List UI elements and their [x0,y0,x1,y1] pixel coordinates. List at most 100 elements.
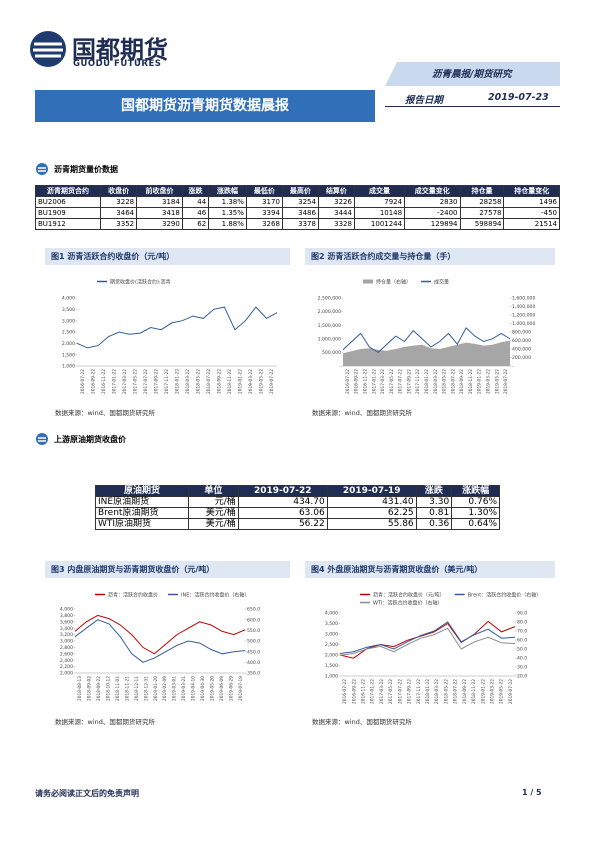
x-tick-label: 2019-01-22 [477,369,483,394]
cell: 3170 [245,196,283,208]
tick-label: 200,000 [512,355,531,361]
tick-label: 1,000,000 [512,321,535,327]
tick-label: 1,500 [62,352,75,358]
x-tick-label: 2018-11-01 [115,676,121,701]
cell: 3394 [245,207,283,219]
tick-label: 50.0 [517,647,527,653]
cell: 63.06 [237,507,328,519]
section-icon [36,433,48,445]
x-tick-label: 2017-01-22 [111,369,117,394]
header-cell: 2019-07-19 [326,485,417,497]
cell: BU1909 [34,207,102,219]
line [342,327,511,354]
source: 数据来源：wind、国都期货研究所 [312,409,412,417]
x-tick-label: 2019-02-09 [162,676,168,701]
cell: 0.36 [415,518,453,530]
cell: WTI原油期货 [95,518,189,530]
tick-label: 1,000 [62,364,75,370]
category: 沥青晨报/期货研究 [432,69,512,80]
cell: 3464 [100,207,138,219]
tick-label: 400.0 [247,660,260,666]
cell: 3290 [136,218,183,230]
tick-label: 450.0 [247,649,260,655]
x-tick-label: 2018-11-22 [471,679,477,704]
tick-label: 3,000 [62,318,75,324]
line [74,614,246,655]
x-tick-label: 2019-06-09 [219,676,225,701]
x-tick-label: 2017-05-22 [388,679,394,704]
tick-label: 2,000 [325,653,338,659]
row: BU1909 3464 3418 46 1.35% 3394 3486 3444 10148 -2… [34,207,560,219]
x-tick-label: 2017-07-22 [143,369,149,394]
cell: 1.88% [208,218,247,230]
ribbon [385,62,560,86]
tick-label: 650.0 [247,607,260,613]
x-tick-label: 2017-07-22 [398,369,404,394]
x-tick-label: 2018-05-22 [443,679,449,704]
header-row: 沥青期货合约 收盘价 前收盘价 涨跌 涨跌幅 最低价 最高价 结算价 成交量 成交量变化 持仓量 持仓… [34,185,560,197]
legend-label: 成交量 [434,279,449,286]
cell: 10148 [353,207,406,219]
tick-label: 3,400 [60,626,73,632]
header-cell: 涨跌幅 [451,485,500,497]
row: WTI原油期货 美元/桶 56.22 55.86 0.36 0.64% [95,518,500,530]
x-tick-label: 2018-12-31 [143,676,149,701]
x-tick-label: 2019-03-22 [486,369,492,394]
cell: 1.35% [208,207,247,219]
chart: - 500,000 1,000,000 1,500,000 2,000,000 2,500… [318,279,536,394]
x-tick-label: 2016-09-22 [354,369,360,394]
line [76,306,278,349]
tick-label: 1,400,000 [512,304,535,310]
x-tick-label: 2018-11-21 [124,676,130,701]
x-tick-label: 2018-01-22 [175,369,181,394]
header-cell: 前收盘价 [136,185,183,197]
x-tick-label: 2016-07-22 [80,369,86,394]
tick-label: 2,500 [325,642,338,648]
cell: Brent原油期货 [95,507,189,519]
cell: 1001244 [353,218,406,230]
cell: BU2006 [34,196,102,208]
cell: 1.30% [451,507,500,519]
legend-label: 期货收盘价(活跃合约):沥青 [110,279,171,286]
area [343,340,510,366]
cell: -2400 [404,207,461,219]
row: Brent原油期货 美元/桶 63.06 62.25 0.81 1.30% [95,507,500,519]
header-cell: 结算价 [317,185,355,197]
cell: 27578 [459,207,505,219]
cell: 元/桶 [188,496,239,508]
tick-label: 80.0 [517,620,527,626]
cell: -450 [503,207,560,219]
cell: 3228 [100,196,138,208]
row: INE原油期货 元/桶 434.70 431.40 3.30 0.76% [95,496,500,508]
legend-label: 沥青：活跃合约收盘价 [108,592,158,599]
cell: 3328 [317,218,355,230]
report-title: 国都期货沥青期货数据晨报 [35,90,375,122]
tick-label: 1,200,000 [512,313,535,319]
cell: 3.30 [415,496,453,508]
tick-label: 4,000 [62,296,75,302]
x-tick-label: 2017-09-22 [406,369,412,394]
tick-label: 2,500 [62,330,75,336]
x-tick-label: 2019-05-20 [209,676,215,701]
tick-label: 3,000 [60,639,73,645]
x-tick-label: 2017-05-22 [132,369,138,394]
x-tick-label: 2018-10-12 [106,676,112,701]
cell: 美元/桶 [188,507,239,519]
date-label: 报告日期 [405,95,444,106]
x-tick-label: 2017-11-22 [416,679,422,704]
header-cell: 原油期货 [95,485,189,497]
cell: 598894 [459,218,505,230]
table: 沥青期货合约 收盘价 前收盘价 涨跌 涨跌幅 最低价 最高价 结算价 成交量 成交量变化 持仓量 持仓… [34,185,560,230]
source: 数据来源：wind、国都期货研究所 [312,718,412,726]
row: BU2006 3228 3184 44 1.38% 3170 3254 3226 7924 283… [34,196,560,208]
x-tick-label: 2018-11-22 [227,369,233,394]
x-tick-label: 2018-09-22 [462,679,468,704]
tick-label: 550.0 [247,628,260,634]
x-tick-label: 2019-04-30 [200,676,206,701]
legend-label: Brent：活跃合约收盘价（右轴） [468,592,542,599]
cell: 0.81 [415,507,453,519]
legend-label: 沥青：活跃合约收盘价（元/吨） [373,592,445,599]
x-tick-label: 2018-08-13 [77,676,83,701]
x-tick-label: 2019-06-29 [228,676,234,701]
